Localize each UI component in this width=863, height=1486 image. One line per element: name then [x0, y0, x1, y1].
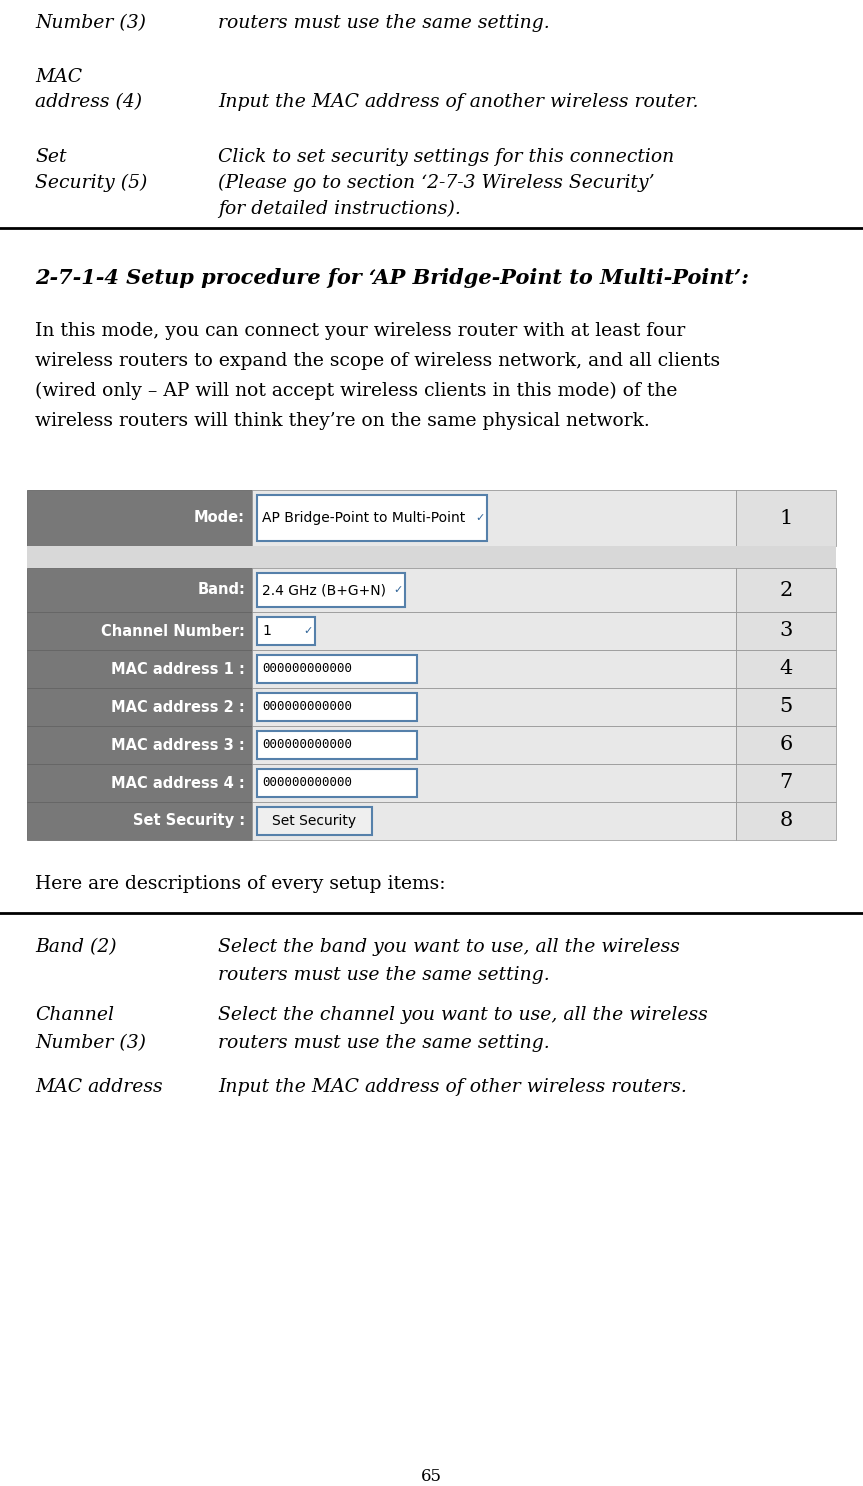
Text: Security (5): Security (5)	[35, 174, 148, 192]
Bar	[252, 802, 736, 840]
Text: 65: 65	[420, 1468, 442, 1485]
Text: 000000000000: 000000000000	[262, 739, 352, 752]
Text: wireless routers to expand the scope of wireless network, and all clients: wireless routers to expand the scope of …	[35, 352, 720, 370]
Text: Here are descriptions of every setup items:: Here are descriptions of every setup ite…	[35, 875, 445, 893]
Bar	[736, 802, 836, 840]
Text: 4: 4	[779, 660, 792, 679]
Text: (Please go to section ‘2-7-3 Wireless Security’: (Please go to section ‘2-7-3 Wireless Se…	[218, 174, 655, 192]
Bar	[27, 568, 252, 612]
Bar	[252, 568, 736, 612]
Bar	[252, 688, 736, 727]
Text: MAC address: MAC address	[35, 1077, 162, 1097]
Text: (wired only – AP will not accept wireless clients in this mode) of the: (wired only – AP will not accept wireles…	[35, 382, 677, 400]
Text: routers must use the same setting.: routers must use the same setting.	[218, 13, 550, 33]
Text: Channel Number:: Channel Number:	[101, 624, 245, 639]
Bar	[252, 612, 736, 649]
Bar	[257, 495, 487, 541]
Bar	[257, 768, 417, 796]
Bar	[257, 731, 417, 759]
Bar	[27, 490, 252, 545]
Text: Number (3): Number (3)	[35, 1034, 146, 1052]
Text: AP Bridge-Point to Multi-Point: AP Bridge-Point to Multi-Point	[262, 511, 465, 525]
Bar	[257, 655, 417, 684]
FancyBboxPatch shape	[257, 807, 372, 835]
Bar	[736, 568, 836, 612]
Text: 1: 1	[262, 624, 271, 637]
Text: MAC: MAC	[35, 68, 82, 86]
Text: Set Security :: Set Security :	[133, 813, 245, 829]
Text: 3: 3	[779, 621, 793, 640]
Text: Set Security: Set Security	[273, 814, 356, 828]
Bar	[252, 649, 736, 688]
Bar	[257, 617, 315, 645]
Text: MAC address 4 :: MAC address 4 :	[111, 776, 245, 791]
Text: ✓: ✓	[394, 585, 403, 594]
Bar	[27, 688, 252, 727]
Text: routers must use the same setting.: routers must use the same setting.	[218, 1034, 550, 1052]
Text: 6: 6	[779, 736, 792, 755]
Text: ✓: ✓	[476, 513, 485, 523]
Text: MAC address 2 :: MAC address 2 :	[111, 700, 245, 715]
Text: 8: 8	[779, 811, 792, 831]
Text: for detailed instructions).: for detailed instructions).	[218, 201, 461, 218]
Text: Set: Set	[35, 149, 66, 166]
Bar	[27, 802, 252, 840]
Bar	[27, 490, 836, 840]
Bar	[736, 688, 836, 727]
Text: Channel: Channel	[35, 1006, 114, 1024]
Text: 000000000000: 000000000000	[262, 700, 352, 713]
Bar	[252, 764, 736, 802]
Text: 2: 2	[779, 581, 792, 599]
Text: 1: 1	[779, 508, 793, 528]
Text: MAC address 1 :: MAC address 1 :	[111, 661, 245, 676]
Bar	[27, 545, 836, 568]
Text: Select the band you want to use, all the wireless: Select the band you want to use, all the…	[218, 938, 680, 955]
Bar	[27, 764, 252, 802]
Text: Band (2): Band (2)	[35, 938, 117, 955]
Bar	[27, 649, 252, 688]
Bar	[27, 612, 252, 649]
Text: 000000000000: 000000000000	[262, 663, 352, 676]
Text: 2-7-1-4 Setup procedure for ‘AP Bridge-Point to Multi-Point’:: 2-7-1-4 Setup procedure for ‘AP Bridge-P…	[35, 267, 749, 288]
Text: 7: 7	[779, 774, 792, 792]
Text: Input the MAC address of other wireless routers.: Input the MAC address of other wireless …	[218, 1077, 687, 1097]
Text: 2.4 GHz (B+G+N): 2.4 GHz (B+G+N)	[262, 583, 386, 597]
Bar	[736, 727, 836, 764]
Bar	[27, 727, 252, 764]
Text: In this mode, you can connect your wireless router with at least four: In this mode, you can connect your wirel…	[35, 322, 685, 340]
Text: 5: 5	[779, 697, 792, 716]
Text: Number (3): Number (3)	[35, 13, 146, 33]
Text: Input the MAC address of another wireless router.: Input the MAC address of another wireles…	[218, 94, 698, 111]
Text: Mode:: Mode:	[194, 511, 245, 526]
Bar	[257, 574, 405, 606]
Bar	[257, 692, 417, 721]
Bar	[736, 490, 836, 545]
Text: ✓: ✓	[304, 626, 313, 636]
Bar	[252, 727, 736, 764]
Text: wireless routers will think they’re on the same physical network.: wireless routers will think they’re on t…	[35, 412, 650, 429]
Text: MAC address 3 :: MAC address 3 :	[111, 737, 245, 752]
Text: Band:: Band:	[197, 583, 245, 597]
Bar	[736, 649, 836, 688]
Text: address (4): address (4)	[35, 94, 142, 111]
Bar	[736, 764, 836, 802]
Bar	[736, 612, 836, 649]
Text: routers must use the same setting.: routers must use the same setting.	[218, 966, 550, 984]
Text: Select the channel you want to use, all the wireless: Select the channel you want to use, all …	[218, 1006, 708, 1024]
Text: Click to set security settings for this connection: Click to set security settings for this …	[218, 149, 674, 166]
Text: 000000000000: 000000000000	[262, 777, 352, 789]
Bar	[252, 490, 736, 545]
